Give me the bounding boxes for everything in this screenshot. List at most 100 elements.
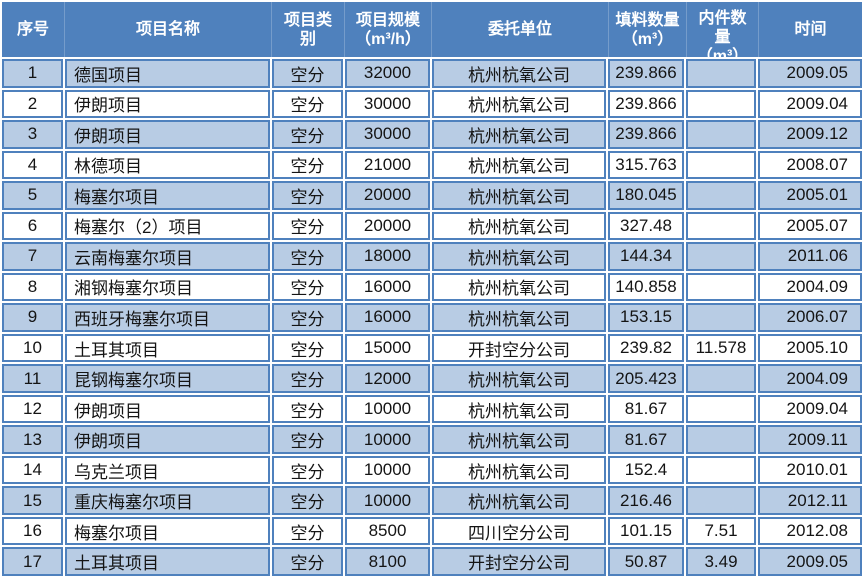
cell-filler: 50.87 [608,547,684,576]
cell-internals: 7.51 [686,516,756,546]
cell-scale: 10000 [345,394,430,424]
table-body: 1 德国项目 空分 32000 杭州杭氧公司 239.866 2009.05 2 伊朗项目 空分 3… [2,59,862,576]
cell-name: 昆钢梅塞尔项目 [65,364,270,393]
column-header-scale: 项目规模 （m³/h） [344,2,431,57]
cell-internals [686,181,756,210]
cell-name: 重庆梅塞尔项目 [65,486,270,515]
cell-scale: 8500 [345,516,430,546]
cell-client: 开封空分公司 [432,333,606,363]
cell-scale: 18000 [345,242,430,271]
column-header-client: 委托单位 [431,2,608,57]
cell-date: 2009.12 [758,120,862,149]
cell-index: 6 [2,211,63,241]
cell-client: 杭州杭氧公司 [432,89,606,119]
cell-internals [686,59,756,88]
cell-filler: 140.858 [608,272,684,302]
cell-scale: 32000 [345,59,430,88]
cell-date: 2004.09 [758,272,862,302]
cell-client: 杭州杭氧公司 [432,120,606,149]
cell-filler: 216.46 [608,486,684,515]
cell-client: 杭州杭氧公司 [432,272,606,302]
cell-filler: 81.67 [608,394,684,424]
cell-date: 2010.01 [758,455,862,485]
cell-scale: 10000 [345,455,430,485]
column-header-category: 项目类 别 [271,2,344,57]
cell-date: 2006.07 [758,303,862,332]
cell-index: 11 [2,364,63,393]
cell-client: 杭州杭氧公司 [432,59,606,88]
cell-index: 1 [2,59,63,88]
cell-category: 空分 [272,394,343,424]
column-header-date: 时间 [758,2,862,57]
cell-client: 杭州杭氧公司 [432,394,606,424]
cell-date: 2005.07 [758,211,862,241]
cell-filler: 205.423 [608,364,684,393]
cell-name: 土耳其项目 [65,547,270,576]
cell-client: 杭州杭氧公司 [432,211,606,241]
cell-category: 空分 [272,364,343,393]
cell-index: 10 [2,333,63,363]
cell-date: 2011.06 [758,242,862,271]
cell-date: 2009.05 [758,547,862,576]
cell-filler: 315.763 [608,150,684,180]
cell-date: 2009.04 [758,89,862,119]
cell-date: 2005.01 [758,181,862,210]
cell-index: 4 [2,150,63,180]
cell-internals [686,150,756,180]
cell-internals [686,120,756,149]
cell-scale: 30000 [345,120,430,149]
cell-scale: 30000 [345,89,430,119]
cell-category: 空分 [272,242,343,271]
cell-internals [686,89,756,119]
cell-scale: 8100 [345,547,430,576]
cell-date: 2008.07 [758,150,862,180]
cell-index: 14 [2,455,63,485]
cell-filler: 239.866 [608,89,684,119]
cell-client: 杭州杭氧公司 [432,303,606,332]
cell-filler: 239.82 [608,333,684,363]
cell-name: 土耳其项目 [65,333,270,363]
cell-client: 开封空分公司 [432,547,606,576]
cell-name: 湘钢梅塞尔项目 [65,272,270,302]
cell-filler: 153.15 [608,303,684,332]
cell-category: 空分 [272,272,343,302]
cell-internals [686,394,756,424]
cell-date: 2009.11 [758,425,862,454]
cell-index: 16 [2,516,63,546]
cell-filler: 152.4 [608,455,684,485]
cell-name: 德国项目 [65,59,270,88]
cell-internals [686,303,756,332]
cell-name: 西班牙梅塞尔项目 [65,303,270,332]
cell-date: 2012.08 [758,516,862,546]
cell-name: 伊朗项目 [65,89,270,119]
cell-internals [686,242,756,271]
cell-category: 空分 [272,455,343,485]
cell-filler: 144.34 [608,242,684,271]
cell-category: 空分 [272,425,343,454]
column-header-index: 序号 [16,21,49,38]
cell-date: 2009.04 [758,394,862,424]
cell-category: 空分 [272,89,343,119]
cell-internals [686,272,756,302]
cell-internals [686,425,756,454]
column-header-internals: 内件数 量 （m³） [686,2,758,57]
cell-internals [686,364,756,393]
cell-client: 杭州杭氧公司 [432,181,606,210]
cell-scale: 10000 [345,425,430,454]
cell-category: 空分 [272,303,343,332]
column-header-filler: 填料数量 （m³） [608,2,686,57]
cell-filler: 239.866 [608,59,684,88]
cell-index: 2 [2,89,63,119]
cell-scale: 20000 [345,211,430,241]
cell-scale: 16000 [345,303,430,332]
cell-client: 杭州杭氧公司 [432,242,606,271]
cell-filler: 101.15 [608,516,684,546]
cell-client: 杭州杭氧公司 [432,150,606,180]
cell-internals [686,455,756,485]
column-header-name: 项目名称 [64,2,271,57]
table-header-row: 序号 项目名称 项目类 别项目规模 （m³/h） 委托单位 填料数量 （m³） 内件数 量… [2,2,862,57]
cell-index: 3 [2,120,63,149]
cell-filler: 81.67 [608,425,684,454]
cell-name: 乌克兰项目 [65,455,270,485]
cell-category: 空分 [272,120,343,149]
